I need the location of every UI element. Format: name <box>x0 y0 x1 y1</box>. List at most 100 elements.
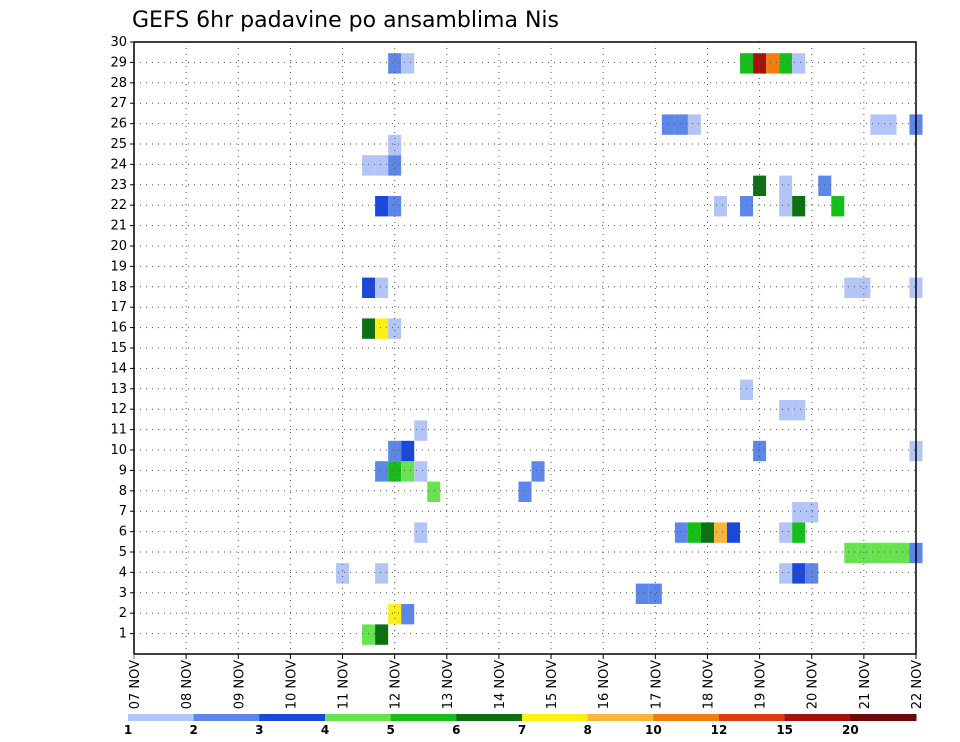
y-tick-label: 6 <box>119 525 127 540</box>
heatmap-cell <box>375 563 389 584</box>
y-tick-label: 7 <box>119 504 127 519</box>
heatmap-cell <box>753 53 767 74</box>
heatmap-cell <box>388 461 402 482</box>
colorbar-segment <box>390 714 457 721</box>
colorbar-tick-label: 8 <box>583 723 591 737</box>
heatmap-cell <box>401 440 415 462</box>
heatmap-cell <box>792 53 806 74</box>
heatmap-cell <box>779 53 793 74</box>
y-tick-label: 16 <box>110 321 127 336</box>
x-tick-label: 19 NOV <box>754 660 769 709</box>
x-axis: 07 NOV 08 NOV 09 NOV 10 NOV 11 NOV 12 NOV 13 N… <box>128 654 925 709</box>
y-tick-label: 1 <box>119 627 127 642</box>
heatmap-cell <box>687 522 701 543</box>
y-tick-label: 26 <box>110 117 127 132</box>
y-tick-label: 10 <box>110 443 127 458</box>
colorbar-segment <box>653 714 720 721</box>
y-tick-label: 30 <box>110 35 127 50</box>
heatmap-cell <box>870 114 884 135</box>
heatmap-cell <box>844 277 858 298</box>
y-tick-label: 21 <box>110 219 127 234</box>
y-tick-label: 3 <box>119 586 127 601</box>
heatmap-cell <box>375 277 389 298</box>
colorbar-segment <box>784 714 851 721</box>
y-axis: 1234567891011121314151617181920212223242… <box>110 35 134 642</box>
heatmap-cell <box>713 522 728 543</box>
colorbar-segment <box>259 714 326 721</box>
heatmap-cell <box>792 522 806 543</box>
colorbar-tick-label: 2 <box>189 723 197 737</box>
y-tick-label: 28 <box>110 76 127 91</box>
y-tick-label: 23 <box>110 178 127 193</box>
x-tick-label: 16 NOV <box>597 660 612 709</box>
y-tick-label: 20 <box>110 239 127 254</box>
heatmap-cell <box>883 542 897 564</box>
heatmap-cell <box>700 522 714 543</box>
x-tick-label: 18 NOV <box>701 660 716 709</box>
x-tick-label: 10 NOV <box>284 660 299 709</box>
heatmap-cell <box>388 196 402 217</box>
heatmap-cell <box>727 522 741 543</box>
x-tick-label: 15 NOV <box>545 660 560 709</box>
x-tick-label: 11 NOV <box>337 660 352 709</box>
heatmap-cell <box>779 175 793 196</box>
colorbar-segment <box>456 714 523 721</box>
colorbar-tick-label: 1 <box>124 723 132 737</box>
heatmap-cell <box>414 522 428 543</box>
heatmap-cell <box>883 114 897 135</box>
x-tick-label: 13 NOV <box>441 660 456 709</box>
heatmap-cell <box>401 53 415 74</box>
colorbar-segment <box>325 714 392 721</box>
colorbar-tick-label: 4 <box>321 723 329 737</box>
y-tick-label: 4 <box>119 565 127 580</box>
heatmap-cell <box>388 604 402 625</box>
colorbar-tick-label: 10 <box>645 723 662 737</box>
y-tick-label: 13 <box>110 382 127 397</box>
heatmap-cell <box>766 53 780 74</box>
x-tick-label: 08 NOV <box>180 660 195 709</box>
heatmap-cell <box>805 563 819 584</box>
colorbar-legend: 1 2 3 4 5 6 7 8 10 12 15 20 <box>124 714 917 737</box>
y-tick-label: 2 <box>119 606 127 621</box>
heatmap-cell <box>661 114 675 135</box>
heatmap-cells <box>336 53 923 645</box>
heatmap-cell <box>635 583 649 604</box>
y-tick-label: 14 <box>110 361 127 376</box>
colorbar-tick-label: 20 <box>842 723 859 737</box>
colorbar-segment <box>522 714 589 721</box>
heatmap-cell <box>362 155 376 176</box>
heatmap-cell <box>362 277 376 298</box>
heatmap-cell <box>401 461 415 482</box>
x-tick-label: 12 NOV <box>389 660 404 709</box>
heatmap-cell <box>427 481 441 502</box>
heatmap-cell <box>414 461 428 482</box>
x-tick-label: 17 NOV <box>649 660 664 709</box>
y-tick-label: 25 <box>110 137 127 152</box>
heatmap-cell <box>388 155 402 176</box>
heatmap-cell <box>896 542 910 564</box>
heatmap-cell <box>375 461 389 482</box>
heatmap-cell <box>792 400 806 421</box>
heatmap-cell <box>779 522 793 543</box>
y-tick-label: 9 <box>119 463 127 478</box>
heatmap-cell <box>779 563 793 584</box>
x-tick-label: 22 NOV <box>910 660 925 709</box>
grid-lines <box>134 42 916 654</box>
heatmap-cell <box>674 114 688 135</box>
heatmap-cell <box>740 53 754 74</box>
heatmap-cell <box>401 604 415 625</box>
colorbar-tick-label: 3 <box>255 723 263 737</box>
y-tick-label: 5 <box>119 545 127 560</box>
heatmap-cell <box>375 196 389 217</box>
colorbar-tick-label: 6 <box>452 723 460 737</box>
y-tick-label: 24 <box>110 157 127 172</box>
y-tick-label: 18 <box>110 280 127 295</box>
heatmap-cell <box>375 318 389 339</box>
colorbar-segment <box>128 714 195 721</box>
heatmap-cell <box>844 542 858 564</box>
y-tick-label: 17 <box>110 300 127 315</box>
y-tick-label: 15 <box>110 341 127 356</box>
heatmap-cell <box>336 563 350 584</box>
colorbar-tick-label: 12 <box>711 723 728 737</box>
